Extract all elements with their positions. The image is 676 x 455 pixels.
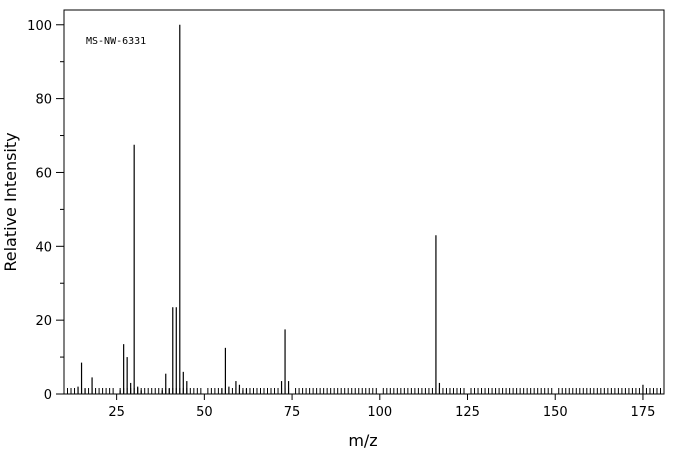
peak-series [77,24,644,394]
x-tick-label: 125 [455,405,480,420]
y-tick-label: 100 [27,19,52,34]
x-tick-label: 75 [284,405,301,420]
x-tick-label: 25 [108,405,125,420]
x-tick-label: 175 [631,405,656,420]
y-tick-label: 40 [35,240,52,255]
plot-frame [63,9,665,395]
x-tick-label: 100 [367,405,392,420]
spectrum-id-annotation: MS-NW-6331 [86,36,146,47]
y-tick-label: 80 [35,93,52,108]
x-tick-label: 50 [196,405,213,420]
y-axis-label: Relative Intensity [1,132,20,271]
y-axis-ticks: 0 20 40 60 80 100 [27,19,64,403]
y-tick-label: 0 [44,388,52,403]
x-tick-label: 150 [543,405,568,420]
y-tick-label: 20 [35,314,52,329]
x-axis-label: m/z [348,431,377,450]
minor-ticks [60,61,665,394]
y-tick-label: 60 [35,166,52,181]
x-axis-ticks: 25 50 75 100 125 150 175 [108,394,655,420]
